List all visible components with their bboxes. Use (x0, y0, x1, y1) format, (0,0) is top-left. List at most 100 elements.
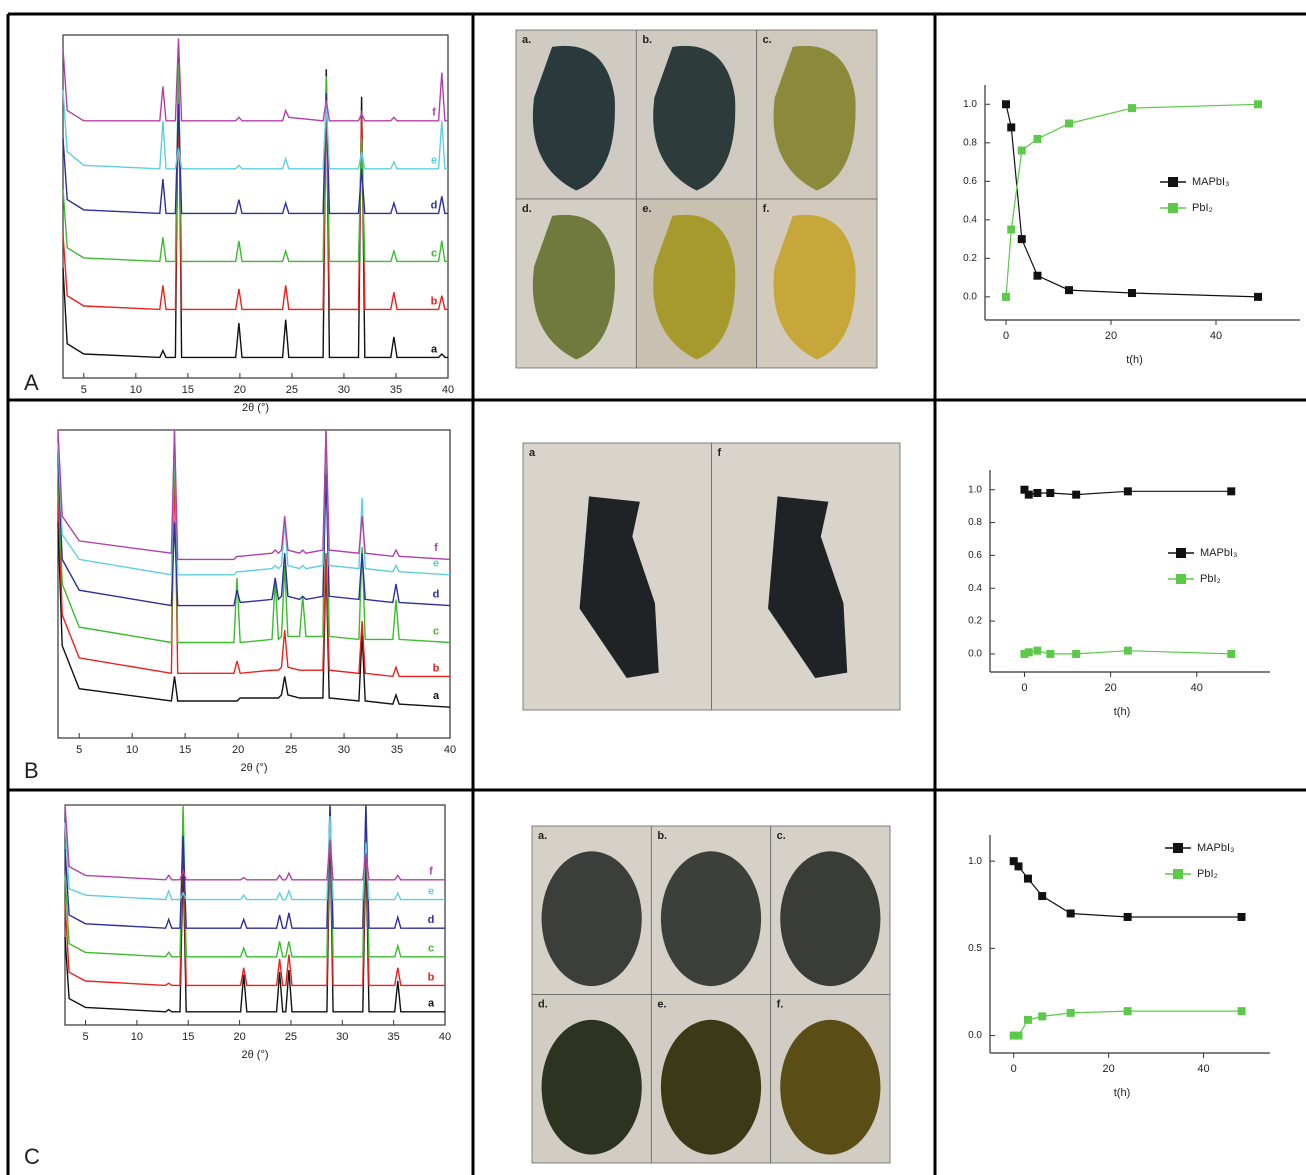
point-marker (1227, 487, 1236, 496)
photo-label: f (718, 447, 722, 459)
sample-film (773, 45, 856, 191)
legend-label: PbI₂ (1192, 202, 1213, 214)
panel-label: C (24, 1144, 40, 1169)
x-tick-label: 0 (1021, 682, 1027, 694)
legend-label: MAPbI₃ (1200, 547, 1238, 559)
photo-label: d. (538, 998, 548, 1010)
point-marker (1065, 119, 1073, 128)
point-marker (1066, 909, 1075, 918)
point-marker (1007, 123, 1016, 132)
series-label: f (432, 107, 436, 119)
x-tick-label: 5 (82, 1031, 88, 1043)
x-tick-label: 25 (285, 744, 297, 756)
sample-crystal (579, 496, 659, 678)
photo-label: c. (763, 34, 772, 46)
point-marker (1017, 146, 1026, 155)
x-tick-label: 20 (1105, 330, 1117, 342)
series-label: b (433, 662, 440, 674)
photo-label: c. (777, 830, 786, 842)
x-tick-label: 30 (338, 744, 350, 756)
panel-label: B (24, 758, 39, 783)
point-marker (1002, 292, 1010, 301)
point-marker (1237, 912, 1246, 921)
xrd-trace (57, 522, 451, 708)
x-tick-label: 0 (1011, 1063, 1017, 1075)
xrd-trace (57, 454, 451, 607)
point-marker (1046, 649, 1055, 658)
series-label: d (428, 914, 435, 926)
point-marker (1254, 100, 1262, 109)
series-label: c (433, 625, 439, 637)
point-marker (1014, 1031, 1023, 1040)
point-marker (1024, 648, 1033, 657)
sample-film (660, 851, 762, 987)
x-tick-label: 10 (131, 1031, 143, 1043)
x-tick-label: 5 (76, 744, 82, 756)
x-tick-label: 15 (179, 744, 191, 756)
point-marker (1227, 649, 1236, 658)
series-label: e (428, 886, 434, 898)
x-tick-label: 35 (388, 1031, 400, 1043)
photo-label: e. (642, 203, 651, 215)
x-axis-label: 2θ (°) (242, 402, 269, 414)
legend-marker (1176, 548, 1186, 558)
x-tick-label: 40 (1191, 682, 1203, 694)
photo-label: a (529, 447, 536, 459)
y-tick-label: 1.0 (963, 99, 977, 110)
y-tick-label: 0.2 (963, 253, 977, 264)
y-tick-label: 1.0 (968, 856, 982, 867)
photo-label: b. (657, 830, 667, 842)
x-axis-label: 2θ (°) (240, 762, 267, 774)
point-marker (1017, 235, 1026, 244)
x-tick-label: 25 (285, 1031, 297, 1043)
xrd-trace (62, 89, 448, 170)
x-tick-label: 40 (442, 384, 454, 396)
sample-film (541, 1019, 642, 1155)
point-marker (1020, 649, 1029, 658)
x-tick-label: 25 (286, 384, 298, 396)
xrd-trace (62, 62, 448, 263)
x-tick-label: 20 (1103, 1063, 1115, 1075)
table-grid (6, 12, 1306, 1175)
sample-film (532, 214, 615, 360)
point-marker (1033, 488, 1042, 497)
series-label: f (429, 866, 433, 878)
series-label: a (433, 690, 440, 702)
y-tick-label: 1.0 (968, 484, 982, 495)
y-tick-label: 0.8 (968, 517, 982, 528)
y-tick-label: 0.4 (968, 583, 982, 594)
point-marker (1002, 100, 1010, 109)
x-tick-label: 20 (1104, 682, 1116, 694)
x-tick-label: 10 (126, 744, 138, 756)
series-label: b (428, 971, 435, 983)
xrd-trace (62, 48, 448, 359)
photo-label: a. (522, 34, 531, 46)
legend-marker (1173, 843, 1183, 853)
sample-crystal (768, 496, 848, 678)
x-tick-label: 40 (444, 744, 456, 756)
series-label: f (434, 542, 438, 554)
series-label: d (431, 199, 438, 211)
sample-film (532, 45, 615, 191)
y-tick-label: 0.2 (968, 616, 982, 627)
point-marker (1033, 134, 1042, 143)
point-marker (1123, 912, 1132, 921)
sample-film (660, 1019, 762, 1155)
sample-film (773, 214, 856, 360)
series-label: d (433, 588, 440, 600)
point-marker (1020, 485, 1029, 494)
sample-film (653, 214, 736, 360)
x-tick-label: 40 (1210, 330, 1222, 342)
xrd-trace (62, 89, 448, 311)
x-tick-label: 5 (81, 384, 87, 396)
point-marker (1065, 286, 1073, 295)
photo-label: b. (642, 34, 652, 46)
series-label: c (431, 247, 437, 259)
point-marker (1128, 104, 1136, 113)
point-marker (1123, 1007, 1132, 1016)
point-marker (1072, 649, 1081, 658)
xrd-trace (57, 429, 451, 644)
legend-marker (1176, 574, 1186, 584)
y-tick-label: 0.5 (968, 943, 982, 954)
